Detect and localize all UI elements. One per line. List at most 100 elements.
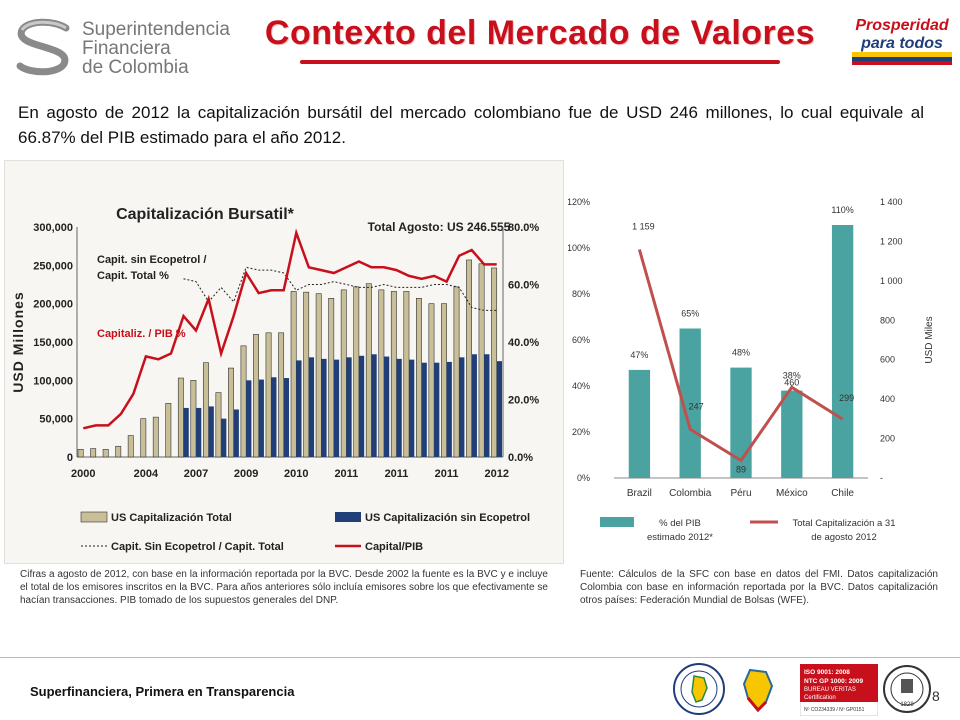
left-y2-tick-label: 0.0% (508, 452, 533, 464)
ratio-annotation-line-2: Capit. Total % (97, 270, 169, 282)
sin-ecopetrol-bar (459, 357, 465, 457)
left-source-note: Cifras a agosto de 2012, con base en la … (20, 569, 548, 606)
right-y2-tick-label: 600 (880, 355, 895, 365)
legend-label-total-line-2: de agosto 2012 (811, 532, 877, 543)
total-capitalization-bar (215, 392, 222, 458)
left-chart-title: Capitalización Bursatil* (116, 206, 295, 223)
sin-ecopetrol-bar (434, 362, 440, 457)
legend-swatch-pib-percent (600, 517, 634, 527)
legend-label-total-line-1: Total Capitalización a 31 (793, 518, 896, 529)
total-capitalization-bar (102, 449, 109, 458)
right-y-tick-label: 120% (568, 197, 590, 207)
ratio-sin-ecopetrol-line (183, 266, 497, 311)
right-x-tick-label: Chile (831, 488, 854, 499)
sin-ecopetrol-bar (471, 354, 477, 457)
right-y2-axis-label: USD Miles (924, 316, 935, 363)
total-capitalization-bar (278, 332, 285, 458)
left-x-tick-label: 2007 (184, 468, 208, 480)
cert-line-4: Certification (804, 695, 836, 701)
right-y-tick-label: 100% (568, 243, 590, 253)
pib-percent-bar (628, 369, 651, 478)
total-capitalization-bar (403, 291, 410, 458)
colombia-seal-icon (673, 663, 725, 715)
total-capitalization-bar (290, 291, 297, 458)
sin-ecopetrol-bar (271, 377, 277, 457)
left-chart-total-annotation: Total Agosto: US 246.555 (368, 220, 511, 234)
sin-ecopetrol-bar (221, 418, 227, 457)
pib-percent-data-label: 110% (831, 205, 853, 215)
cert-numbers: Nº CO234339 / Nº GP0151 (804, 707, 865, 713)
total-capitalization-bar (328, 298, 335, 458)
pib-annotation: Capitaliz. / PIB % (97, 328, 186, 340)
country-comparison-chart-panel: 0% 20% 40% 60% 80% 100% 120% - 200 400 600 800 1 000… (567, 180, 950, 560)
page-title: Contexto del Mercado de Valores (264, 14, 816, 52)
legend-label-total: US Capitalización Total (111, 512, 232, 524)
total-capitalization-data-label: 460 (784, 377, 799, 387)
sfc-logo-mark-icon (16, 18, 70, 76)
total-capitalization-bar (253, 334, 259, 458)
cert-line-1: ISO 9001: 2008 (804, 669, 850, 676)
right-y-tick-label: 20% (572, 427, 590, 437)
sin-ecopetrol-bar (333, 359, 340, 457)
left-y-tick-label: 100,000 (33, 375, 73, 387)
legend-label-pib-line-2: estimado 2012* (647, 532, 713, 543)
total-capitalization-bar (127, 435, 134, 458)
brand-line-2: para todos (860, 35, 943, 52)
right-y-tick-label: 60% (572, 335, 590, 345)
sin-ecopetrol-bar (208, 406, 214, 457)
left-x-tick-label: 2011 (334, 468, 358, 480)
left-y-tick-label: 200,000 (33, 299, 73, 311)
total-capitalization-bar (202, 362, 209, 458)
total-capitalization-bar (165, 403, 172, 458)
sin-ecopetrol-bar (183, 407, 189, 457)
total-capitalization-data-label: 247 (689, 401, 704, 411)
sin-ecopetrol-bar (296, 360, 302, 457)
sin-ecopetrol-bar (283, 378, 289, 457)
sin-ecopetrol-bar (358, 355, 365, 457)
footer-slogan: Superfinanciera, Primera en Transparenci… (30, 684, 295, 699)
total-capitalization-bar (378, 289, 385, 458)
sin-ecopetrol-bar (421, 362, 427, 457)
total-capitalization-bar (190, 380, 197, 458)
right-y-tick-label: 80% (572, 289, 590, 299)
country-comparison-chart: 0% 20% 40% 60% 80% 100% 120% - 200 400 600 800 1 000… (567, 197, 935, 543)
left-y-tick-label: 250,000 (33, 260, 73, 272)
right-source-note: Fuente: Cálculos de la SFC con base en d… (580, 569, 938, 606)
left-y2-tick-label: 60.0% (508, 280, 539, 292)
sin-ecopetrol-bar (371, 354, 377, 457)
left-x-tick-label: 2011 (435, 468, 459, 480)
brand-line-1: Prosperidad (855, 17, 950, 34)
total-capitalization-bar (491, 267, 498, 458)
sfc-logo-text: Superintendencia Financiera de Colombia (82, 20, 230, 77)
left-y2-tick-label: 20.0% (508, 395, 539, 407)
total-capitalization-bar (90, 448, 97, 458)
total-capitalization-bar (340, 289, 347, 458)
total-capitalization-bar (177, 377, 184, 458)
cert-line-3: BUREAU VERITAS (804, 687, 856, 693)
legend-swatch-sin-ecopetrol (335, 512, 361, 522)
sin-ecopetrol-bar (246, 380, 252, 457)
total-capitalization-bar (390, 291, 397, 458)
sin-ecopetrol-bar (233, 409, 239, 457)
left-x-tick-label: 2011 (385, 468, 409, 480)
total-capitalization-bar (140, 418, 147, 458)
left-y2-tick-label: 40.0% (508, 337, 539, 349)
prosperidad-para-todos-logo: Prosperidad para todos (852, 17, 952, 65)
sin-ecopetrol-bar (496, 361, 502, 457)
colombia-map-icon (742, 668, 774, 713)
left-y-tick-label: 150,000 (33, 337, 73, 349)
pib-percent-bar (831, 225, 854, 478)
total-capitalization-bar (303, 291, 310, 458)
legend-label-sin-ecopetrol: US Capitalización sin Ecopetrol (365, 512, 530, 524)
iso-certification-badge: ISO 9001: 2008 NTC GP 1000: 2009 BUREAU … (800, 664, 878, 716)
left-x-tick-label: 2012 (484, 468, 508, 480)
total-capitalization-bar (441, 303, 447, 458)
right-y2-tick-label: 1 200 (880, 236, 903, 246)
right-x-tick-label: México (776, 488, 808, 499)
total-capitalization-bar (265, 332, 272, 458)
sin-ecopetrol-bar (308, 357, 315, 457)
right-y2-tick-label: - (880, 473, 883, 483)
bureau-veritas-seal-icon: 1828 (883, 665, 931, 713)
total-capitalization-bar (77, 449, 84, 458)
right-y2-tick-label: 1 000 (880, 276, 903, 286)
